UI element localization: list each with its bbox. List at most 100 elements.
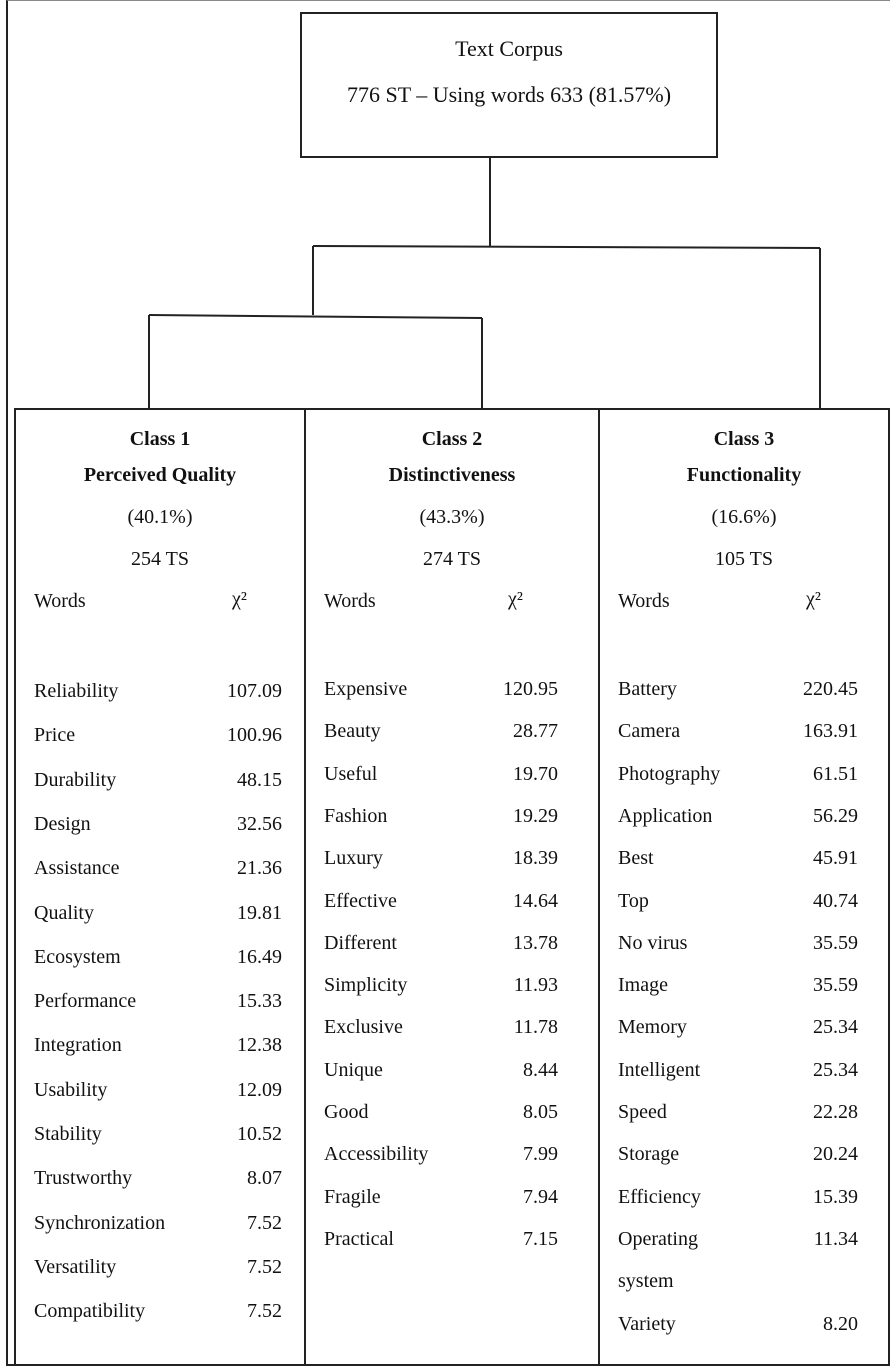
class-percent: (43.3%) (419, 506, 485, 528)
chi-square-value: 14.64 (513, 889, 558, 912)
word-label: Price (34, 724, 76, 747)
corpus-title: Text Corpus (455, 36, 563, 61)
word-label: Exclusive (324, 1016, 403, 1039)
chi-square-value: 19.81 (237, 901, 282, 924)
chi-square-value: 11.78 (513, 1016, 558, 1039)
word-label: No virus (618, 931, 688, 954)
word-label: Photography (618, 762, 721, 785)
class-ts-count: 274 TS (423, 548, 481, 570)
class-name: Class 3 (713, 428, 775, 450)
chi-square-value: 8.05 (523, 1101, 558, 1123)
chi-square-value: 10.52 (237, 1123, 282, 1145)
chi-square-value: 40.74 (813, 889, 858, 912)
chi-square-value: 19.70 (513, 762, 558, 785)
word-label: Accessibility (324, 1143, 429, 1166)
word-label: Unique (324, 1058, 383, 1081)
chi-square-value: 56.29 (813, 804, 858, 827)
word-label: Design (34, 812, 91, 835)
chi-square-value: 7.15 (523, 1227, 558, 1250)
word-label: Beauty (324, 720, 381, 743)
word-label: Good (324, 1101, 369, 1123)
chi-square-value: 7.52 (247, 1300, 282, 1323)
diagram-frame (6, 0, 890, 1366)
word-label: Storage (618, 1143, 680, 1166)
word-label: Camera (618, 720, 681, 743)
word-label: Variety (618, 1312, 676, 1335)
class-ts-count: 105 TS (715, 548, 773, 570)
chi-square-value: 19.29 (513, 804, 558, 827)
chi-square-value: 7.52 (247, 1255, 282, 1278)
chi-square-value: 61.51 (813, 762, 858, 785)
class-2-box: Class 2 Distinctiveness (43.3%) 274 TS Words… (304, 408, 600, 1366)
chi-square-value: 32.56 (237, 812, 282, 835)
chi-square-value: 13.78 (513, 931, 558, 954)
word-label: Synchronization (34, 1211, 166, 1234)
word-label: Quality (34, 901, 94, 924)
chi-square-value: 35.59 (813, 974, 858, 997)
word-label: Effective (324, 889, 397, 912)
class-percent: (16.6%) (711, 506, 777, 528)
chi-square-value: 8.20 (823, 1312, 858, 1335)
chi-square-value: 35.59 (813, 931, 858, 954)
word-label: Performance (34, 990, 137, 1013)
chi-square-value: 15.39 (813, 1185, 858, 1208)
word-label: Battery (618, 678, 677, 700)
words-column-header: Words (324, 590, 376, 612)
word-label: system (618, 1270, 674, 1293)
word-label: Assistance (34, 857, 120, 880)
word-label: Different (324, 931, 397, 954)
word-label: Speed (618, 1101, 667, 1123)
class-3-box: Class 3 Functionality (16.6%) 105 TS Words χ²… (598, 408, 890, 1366)
word-label: Image (618, 974, 668, 997)
chi-square-value: 25.34 (813, 1058, 858, 1081)
word-label: Application (618, 804, 713, 827)
text-corpus-box: Text Corpus 776 ST – Using words 633 (81… (300, 12, 718, 158)
word-label: Luxury (324, 847, 383, 870)
words-column-header: Words (618, 590, 670, 612)
chi-square-value: 100.96 (227, 724, 282, 747)
chi-square-value: 12.38 (237, 1034, 282, 1057)
chi-square-value: 28.77 (513, 720, 558, 743)
chi-square-value: 7.99 (523, 1143, 558, 1166)
chi-square-value: 16.49 (237, 945, 282, 968)
corpus-subtitle: 776 ST – Using words 633 (81.57%) (346, 82, 672, 107)
chi-square-value: 7.94 (523, 1185, 558, 1208)
word-label: Integration (34, 1034, 122, 1057)
class-name: Class 1 (129, 428, 191, 450)
word-label: Ecosystem (34, 945, 121, 968)
chi-square-value: 120.95 (503, 678, 558, 700)
class-label: Perceived Quality (83, 464, 237, 486)
word-label: Memory (618, 1016, 687, 1039)
word-label: Useful (324, 762, 378, 785)
chi-square-value: 20.24 (813, 1143, 858, 1166)
word-label: Efficiency (618, 1185, 701, 1208)
chi-square-value: 15.33 (237, 990, 282, 1013)
chi-square-value: 21.36 (237, 857, 282, 880)
class-name: Class 2 (421, 428, 483, 450)
word-label: Trustworthy (34, 1167, 133, 1190)
class-percent: (40.1%) (127, 506, 193, 528)
word-label: Fragile (324, 1185, 381, 1208)
chi-square-value: 22.28 (813, 1101, 858, 1123)
word-label: Versatility (34, 1255, 117, 1278)
word-label: Compatibility (34, 1300, 146, 1323)
word-label: Operating (618, 1227, 698, 1250)
class-1-box: Class 1 Perceived Quality (40.1%) 254 TS Wor… (14, 408, 306, 1366)
word-label: Top (618, 889, 649, 912)
class-ts-count: 254 TS (131, 548, 189, 570)
chi-square-value: 25.34 (813, 1016, 858, 1039)
class-label: Distinctiveness (388, 464, 516, 486)
chi-square-value: 18.39 (513, 847, 558, 870)
chi-square-value: 11.93 (513, 974, 558, 997)
chi-square-column-header: χ² (806, 588, 821, 610)
word-label: Best (618, 847, 654, 870)
chi-square-column-header: χ² (232, 588, 247, 610)
word-label: Durability (34, 768, 117, 791)
class-label: Functionality (686, 464, 802, 486)
word-label: Usability (34, 1078, 108, 1101)
dendrogram-lines (148, 158, 821, 408)
chi-square-value: 107.09 (227, 680, 282, 702)
chi-square-column-header: χ² (508, 588, 523, 610)
chi-square-value: 7.52 (247, 1211, 282, 1234)
chi-square-value: 163.91 (803, 720, 858, 743)
